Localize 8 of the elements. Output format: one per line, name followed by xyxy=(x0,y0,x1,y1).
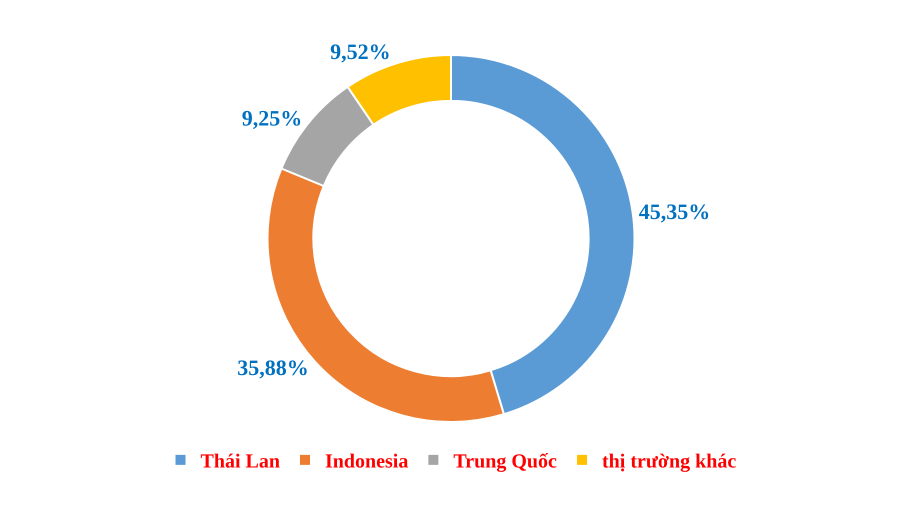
legend-label: Thái Lan xyxy=(200,450,280,473)
legend-label: Trung Quốc xyxy=(453,450,558,473)
data-label: 45,35% xyxy=(638,199,710,224)
data-label: 9,25% xyxy=(242,105,302,130)
data-label: 9,52% xyxy=(330,39,391,64)
legend-label: Indonesia xyxy=(324,450,408,473)
data-label: 35,88% xyxy=(237,354,309,380)
legend-label: thị trường khác xyxy=(602,450,736,473)
